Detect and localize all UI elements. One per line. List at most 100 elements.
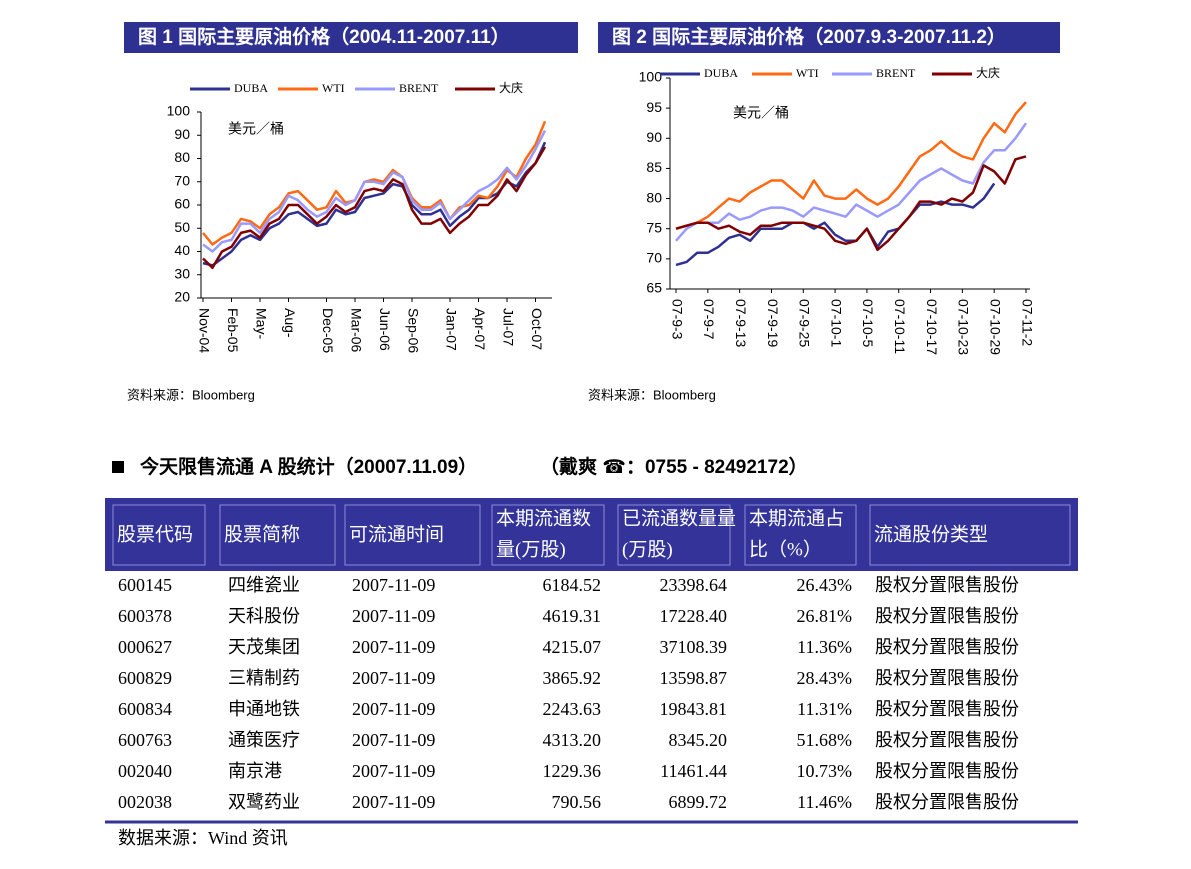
table-cell: 股权分置限售股份 xyxy=(875,637,1019,657)
y-tick-label: 30 xyxy=(174,265,190,281)
table-cell: 13598.87 xyxy=(660,668,728,688)
table-cell: 11461.44 xyxy=(660,761,727,781)
title-bar xyxy=(124,22,578,53)
x-tick-label: May- xyxy=(253,308,269,339)
table-cell: 8345.20 xyxy=(669,730,728,750)
series-line xyxy=(675,122,1028,242)
y-tick-label: 95 xyxy=(646,99,662,115)
header-label: 股票简称 xyxy=(224,523,300,545)
y-tick-label: 70 xyxy=(646,250,662,266)
series-line xyxy=(675,182,996,267)
table-cell: 2007-11-09 xyxy=(352,730,435,750)
series-line xyxy=(202,120,547,246)
table-cell: 股权分置限售股份 xyxy=(875,730,1019,750)
y-tick-label: 50 xyxy=(174,219,190,235)
table-cell: 26.81% xyxy=(797,606,853,626)
y-tick-label: 70 xyxy=(174,172,190,188)
header-label: (万股) xyxy=(622,539,673,560)
x-tick-label: 07-10-5 xyxy=(860,299,876,347)
table-cell: 股权分置限售股份 xyxy=(875,699,1019,719)
section-contact: （戴爽 ☎：0755 - 82492172） xyxy=(540,455,808,478)
table-cell: 4215.07 xyxy=(543,637,602,657)
table-cell: 股权分置限售股份 xyxy=(875,761,1019,781)
x-tick-label: 07-9-13 xyxy=(733,299,749,347)
table-cell: 股权分置限售股份 xyxy=(875,606,1019,626)
table-cell: 三精制药 xyxy=(228,668,300,688)
table-cell: 26.43% xyxy=(797,575,853,595)
table-cell: 600378 xyxy=(118,606,172,626)
y-tick-label: 90 xyxy=(646,129,662,145)
y-unit: 美元／桶 xyxy=(733,105,789,121)
table-cell: 23398.64 xyxy=(660,575,728,595)
header-label: 可流通时间 xyxy=(349,523,444,545)
table-cell: 南京港 xyxy=(228,761,282,781)
x-tick-label: Aug- xyxy=(282,308,298,338)
legend-label: BRENT xyxy=(876,66,916,80)
table-cell: 600834 xyxy=(118,699,172,719)
header-cell xyxy=(744,504,857,566)
legend-label: DUBA xyxy=(234,81,268,95)
legend-label: 大庆 xyxy=(499,81,523,95)
legend-label: DUBA xyxy=(704,66,738,80)
table-cell: 19843.81 xyxy=(660,699,728,719)
y-tick-label: 100 xyxy=(167,103,191,119)
table-cell: 2007-11-09 xyxy=(352,699,435,719)
table-cell: 11.36% xyxy=(797,637,852,657)
table-cell: 1229.36 xyxy=(543,761,602,781)
table-cell: 28.43% xyxy=(797,668,853,688)
section-title: 今天限售流通 A 股统计（20007.11.09） xyxy=(139,455,477,478)
header-cell xyxy=(491,504,605,566)
x-tick-label: 07-10-29 xyxy=(987,299,1003,355)
table-cell: 2007-11-09 xyxy=(352,637,435,657)
y-tick-label: 90 xyxy=(174,126,190,142)
table-cell: 2007-11-09 xyxy=(352,792,435,812)
table-cell: 3865.92 xyxy=(543,668,602,688)
table-cell: 51.68% xyxy=(797,730,853,750)
table-cell: 600763 xyxy=(118,730,172,750)
table-cell: 000627 xyxy=(118,637,172,657)
table-cell: 2007-11-09 xyxy=(352,761,435,781)
x-tick-label: 07-10-11 xyxy=(892,299,908,354)
y-tick-label: 100 xyxy=(639,69,663,85)
y-tick-label: 20 xyxy=(174,289,190,305)
header-label: 流通股份类型 xyxy=(874,523,988,545)
header-label: 本期流通数 xyxy=(496,507,591,529)
table-cell: 790.56 xyxy=(552,792,602,812)
x-tick-label: Dec-05 xyxy=(320,308,336,353)
x-tick-label: 07-10-23 xyxy=(956,299,972,355)
y-tick-label: 80 xyxy=(646,189,662,205)
legend-label: WTI xyxy=(796,66,819,80)
table-cell: 2243.63 xyxy=(543,699,602,719)
series-line xyxy=(675,155,1027,252)
table-cell: 2007-11-09 xyxy=(352,575,435,595)
table-cell: 002040 xyxy=(118,761,172,781)
source: 资料来源：Bloomberg xyxy=(588,387,716,402)
table-cell: 600829 xyxy=(118,668,172,688)
header-cell xyxy=(112,504,206,566)
x-tick-label: Jan-07 xyxy=(443,308,459,351)
table-cell: 10.73% xyxy=(797,761,853,781)
series-line xyxy=(675,101,1027,230)
x-tick-label: Mar-06 xyxy=(348,308,364,353)
table-cell: 17228.40 xyxy=(660,606,728,626)
x-tick-label: Jun-06 xyxy=(377,308,393,351)
table-cell: 申通地铁 xyxy=(228,699,300,719)
source: 资料来源：Bloomberg xyxy=(127,387,255,402)
x-tick-label: Apr-07 xyxy=(472,308,488,350)
y-unit: 美元／桶 xyxy=(228,121,284,137)
x-tick-label: Sep-06 xyxy=(405,308,421,353)
table-cell: 4313.20 xyxy=(543,730,602,750)
x-tick-label: 07-9-7 xyxy=(701,299,717,340)
x-tick-label: 07-9-25 xyxy=(797,299,813,347)
table-cell: 2007-11-09 xyxy=(352,606,435,626)
header-label: 股票代码 xyxy=(117,523,193,545)
table-cell: 股权分置限售股份 xyxy=(875,792,1019,812)
table-cell: 37108.39 xyxy=(660,637,728,657)
y-tick-label: 85 xyxy=(646,159,662,175)
chart-title: 图 1 国际主要原油价格（2004.11-2007.11） xyxy=(138,25,510,48)
table-cell: 6184.52 xyxy=(543,575,602,595)
header-cell xyxy=(617,504,731,566)
table-source: 数据来源：Wind 资讯 xyxy=(118,828,288,848)
table-cell: 4619.31 xyxy=(543,606,602,626)
chart-title: 图 2 国际主要原油价格（2007.9.3-2007.11.2） xyxy=(612,25,1006,48)
